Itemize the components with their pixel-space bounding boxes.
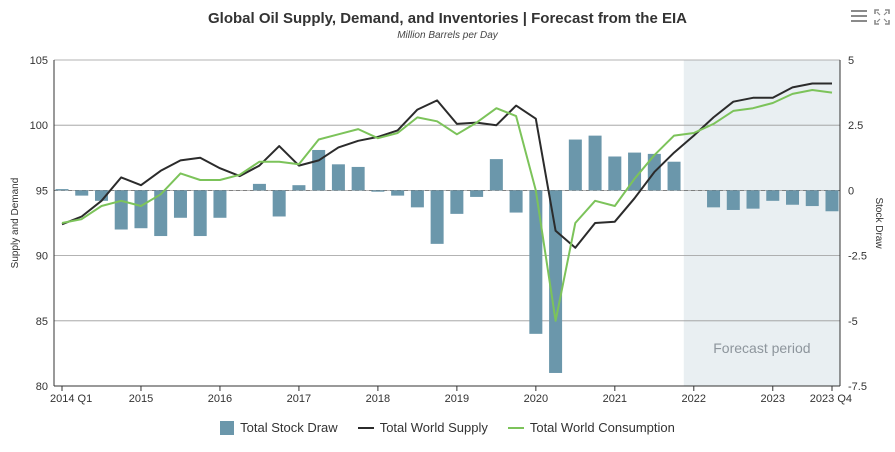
bar-stock-draw — [193, 190, 207, 237]
y-axis-right-title: Stock Draw — [873, 197, 884, 249]
hamburger-menu-icon[interactable] — [851, 10, 867, 24]
bar-stock-draw — [292, 185, 306, 191]
y-tick-right-label: -7.5 — [848, 381, 867, 393]
legend-item-world-supply[interactable]: Total World Supply — [357, 420, 488, 435]
x-tick-label: 2015 — [129, 393, 153, 405]
bar-stock-draw — [707, 190, 721, 208]
x-tick-label: 2023 — [761, 393, 785, 405]
bar-stock-draw — [410, 190, 424, 208]
y-tick-left-label: 85 — [36, 316, 48, 328]
x-tick-label: 2020 — [524, 393, 548, 405]
y-tick-right-label: -2.5 — [848, 251, 867, 263]
line-world-supply — [61, 82, 832, 249]
bar-stock-draw — [94, 190, 108, 201]
bar-stock-draw — [608, 156, 622, 191]
bar-stock-draw — [173, 190, 187, 218]
bar-stock-draw — [786, 190, 800, 205]
bar-stock-draw — [667, 161, 681, 191]
legend-label-world-consumption: Total World Consumption — [529, 420, 675, 435]
bar-stock-draw — [154, 190, 168, 237]
y-tick-left-label: 100 — [30, 120, 48, 132]
bar-stock-draw — [391, 190, 405, 196]
y-tick-right-label: 5 — [848, 55, 854, 67]
legend-swatch-world-supply — [357, 426, 374, 429]
bar-stock-draw — [766, 190, 780, 201]
y-tick-right-label: 2.5 — [848, 120, 863, 132]
y-tick-right-label: 0 — [848, 185, 854, 197]
x-tick-label: 2016 — [208, 393, 232, 405]
bar-stock-draw — [529, 190, 543, 334]
x-tick-label: 2023 Q4 — [810, 393, 852, 405]
bar-stock-draw — [470, 190, 484, 197]
y-tick-left-label: 80 — [36, 381, 48, 393]
legend-swatch-stock-draw — [220, 420, 235, 435]
x-tick-label: 2021 — [603, 393, 627, 405]
legend-swatch-world-consumption — [507, 426, 524, 429]
legend-item-stock-draw[interactable]: Total Stock Draw — [220, 420, 338, 435]
bar-stock-draw — [252, 183, 266, 191]
x-tick-label: 2022 — [682, 393, 706, 405]
bar-stock-draw — [489, 159, 503, 191]
bar-stock-draw — [114, 190, 128, 230]
bar-stock-draw — [549, 190, 563, 373]
forecast-label: Forecast period — [713, 340, 810, 356]
x-tick-label: 2017 — [287, 393, 311, 405]
y-tick-left-label: 95 — [36, 185, 48, 197]
forecast-band — [683, 60, 840, 386]
bar-stock-draw — [371, 190, 385, 192]
bar-stock-draw — [568, 139, 582, 191]
chart-legend: Total Stock Draw Total World Supply Tota… — [0, 420, 895, 435]
bar-stock-draw — [628, 152, 642, 191]
legend-item-world-consumption[interactable]: Total World Consumption — [507, 420, 675, 435]
bar-stock-draw — [825, 190, 839, 212]
x-tick-label: 2014 Q1 — [50, 393, 92, 405]
bar-stock-draw — [55, 189, 69, 191]
legend-label-stock-draw: Total Stock Draw — [240, 420, 338, 435]
bar-stock-draw — [430, 190, 444, 244]
y-axis-left-title: Supply and Demand — [10, 178, 21, 269]
x-tick-label: 2018 — [366, 393, 390, 405]
chart-title: Global Oil Supply, Demand, and Inventori… — [207, 10, 687, 27]
line-world-consumption — [61, 89, 833, 322]
bar-stock-draw — [588, 135, 602, 191]
x-tick-label: 2019 — [445, 393, 469, 405]
bar-stock-draw — [331, 164, 345, 191]
y-tick-left-label: 105 — [30, 55, 48, 67]
bar-stock-draw — [272, 190, 286, 217]
bar-stock-draw — [509, 190, 523, 213]
bar-stock-draw — [134, 190, 148, 229]
chart-subtitle: Million Barrels per Day — [397, 30, 498, 41]
bar-stock-draw — [746, 190, 760, 209]
bar-stock-draw — [312, 149, 326, 191]
fullscreen-icon[interactable] — [874, 9, 890, 25]
y-tick-left-label: 90 — [36, 251, 48, 263]
bar-stock-draw — [213, 190, 227, 218]
legend-label-world-supply: Total World Supply — [379, 420, 488, 435]
y-tick-right-label: -5 — [848, 316, 858, 328]
bar-stock-draw — [450, 190, 464, 214]
bar-stock-draw — [75, 190, 89, 196]
bar-stock-draw — [351, 166, 365, 191]
bar-stock-draw — [726, 190, 740, 210]
bar-stock-draw — [805, 190, 819, 207]
